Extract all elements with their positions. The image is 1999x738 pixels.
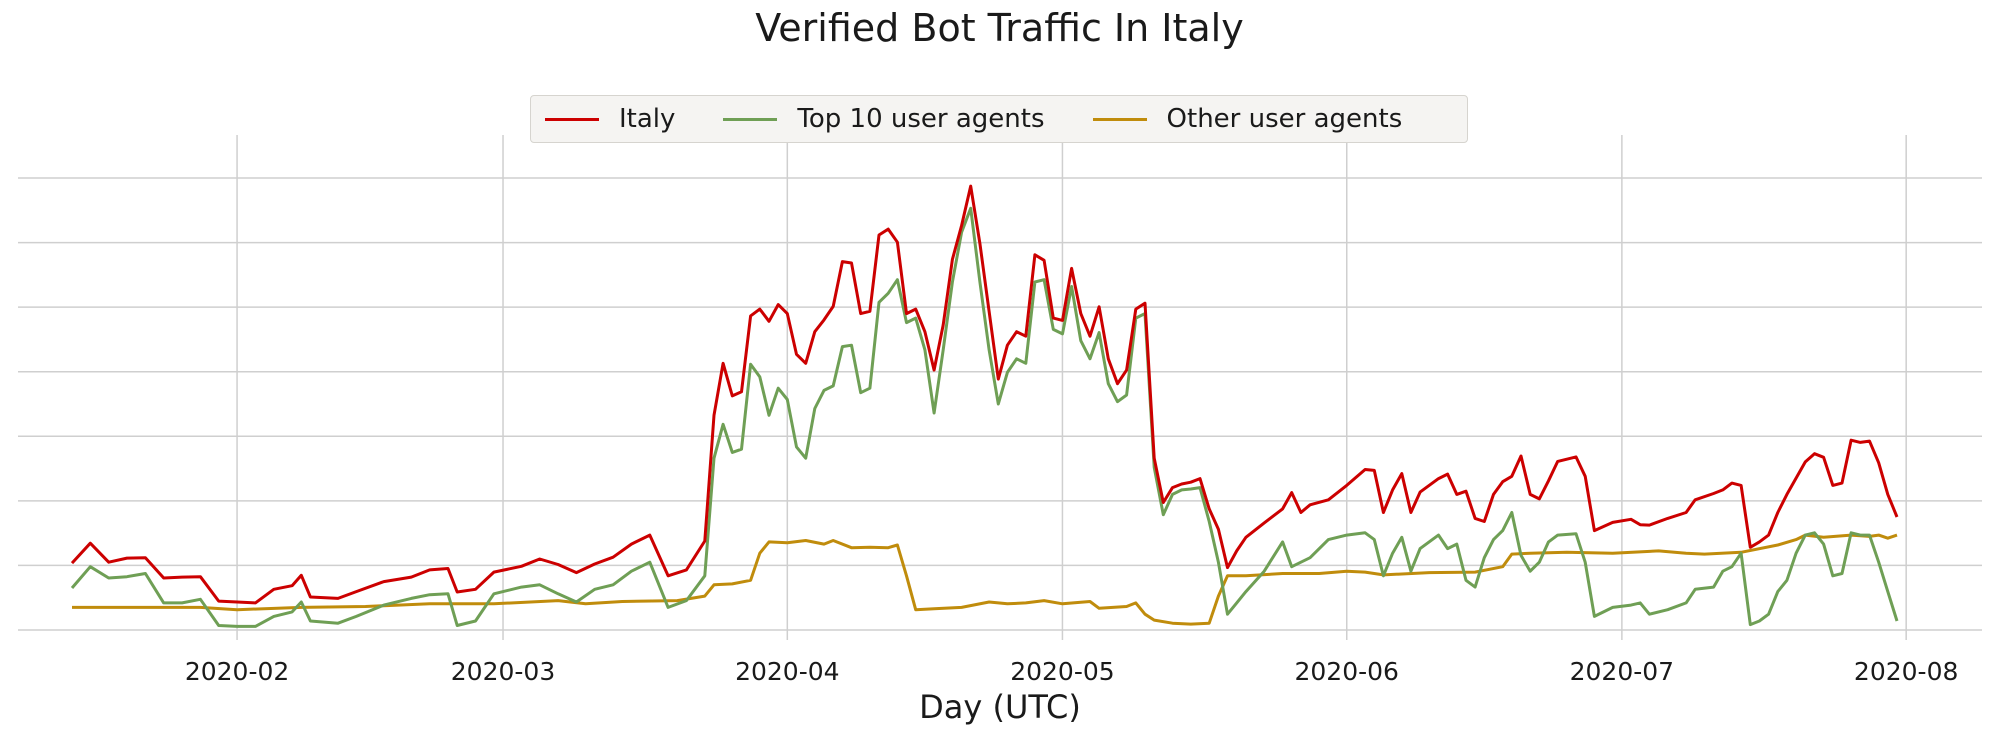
x-tick-label: 2020-05 — [1010, 657, 1114, 686]
x-tick-label: 2020-08 — [1854, 657, 1958, 686]
legend-swatch — [545, 117, 599, 121]
legend-swatch — [1092, 117, 1147, 121]
legend-item: Italy — [545, 104, 675, 134]
legend-label: Other user agents — [1166, 104, 1403, 134]
x-tick-label: 2020-07 — [1570, 657, 1674, 686]
series-line-top-10-user-agents — [70, 206, 1899, 628]
legend-label: Top 10 user agents — [797, 104, 1045, 134]
legend-label: Italy — [619, 104, 676, 134]
x-axis-label: Day (UTC) — [919, 688, 1081, 726]
x-tick-label: 2020-04 — [735, 657, 839, 686]
legend: Italy Top 10 user agents Other user agents — [530, 95, 1468, 143]
series-line-other-user-agents — [72, 533, 1898, 626]
legend-swatch — [723, 117, 778, 121]
x-gridlines — [236, 135, 1907, 640]
chart-title: Verified Bot Traffic In Italy — [755, 6, 1244, 50]
legend-item: Top 10 user agents — [723, 104, 1045, 134]
x-tick-label: 2020-02 — [185, 657, 289, 686]
x-tick-labels: 2020-02 2020-03 2020-04 2020-05 2020-06 2020-… — [185, 657, 1959, 686]
series-layer — [70, 184, 1899, 628]
series-line-italy — [70, 184, 1899, 605]
y-gridlines — [18, 177, 1982, 631]
legend-item: Other user agents — [1092, 104, 1403, 134]
x-tick-label: 2020-03 — [451, 657, 555, 686]
x-tick-label: 2020-06 — [1295, 657, 1399, 686]
